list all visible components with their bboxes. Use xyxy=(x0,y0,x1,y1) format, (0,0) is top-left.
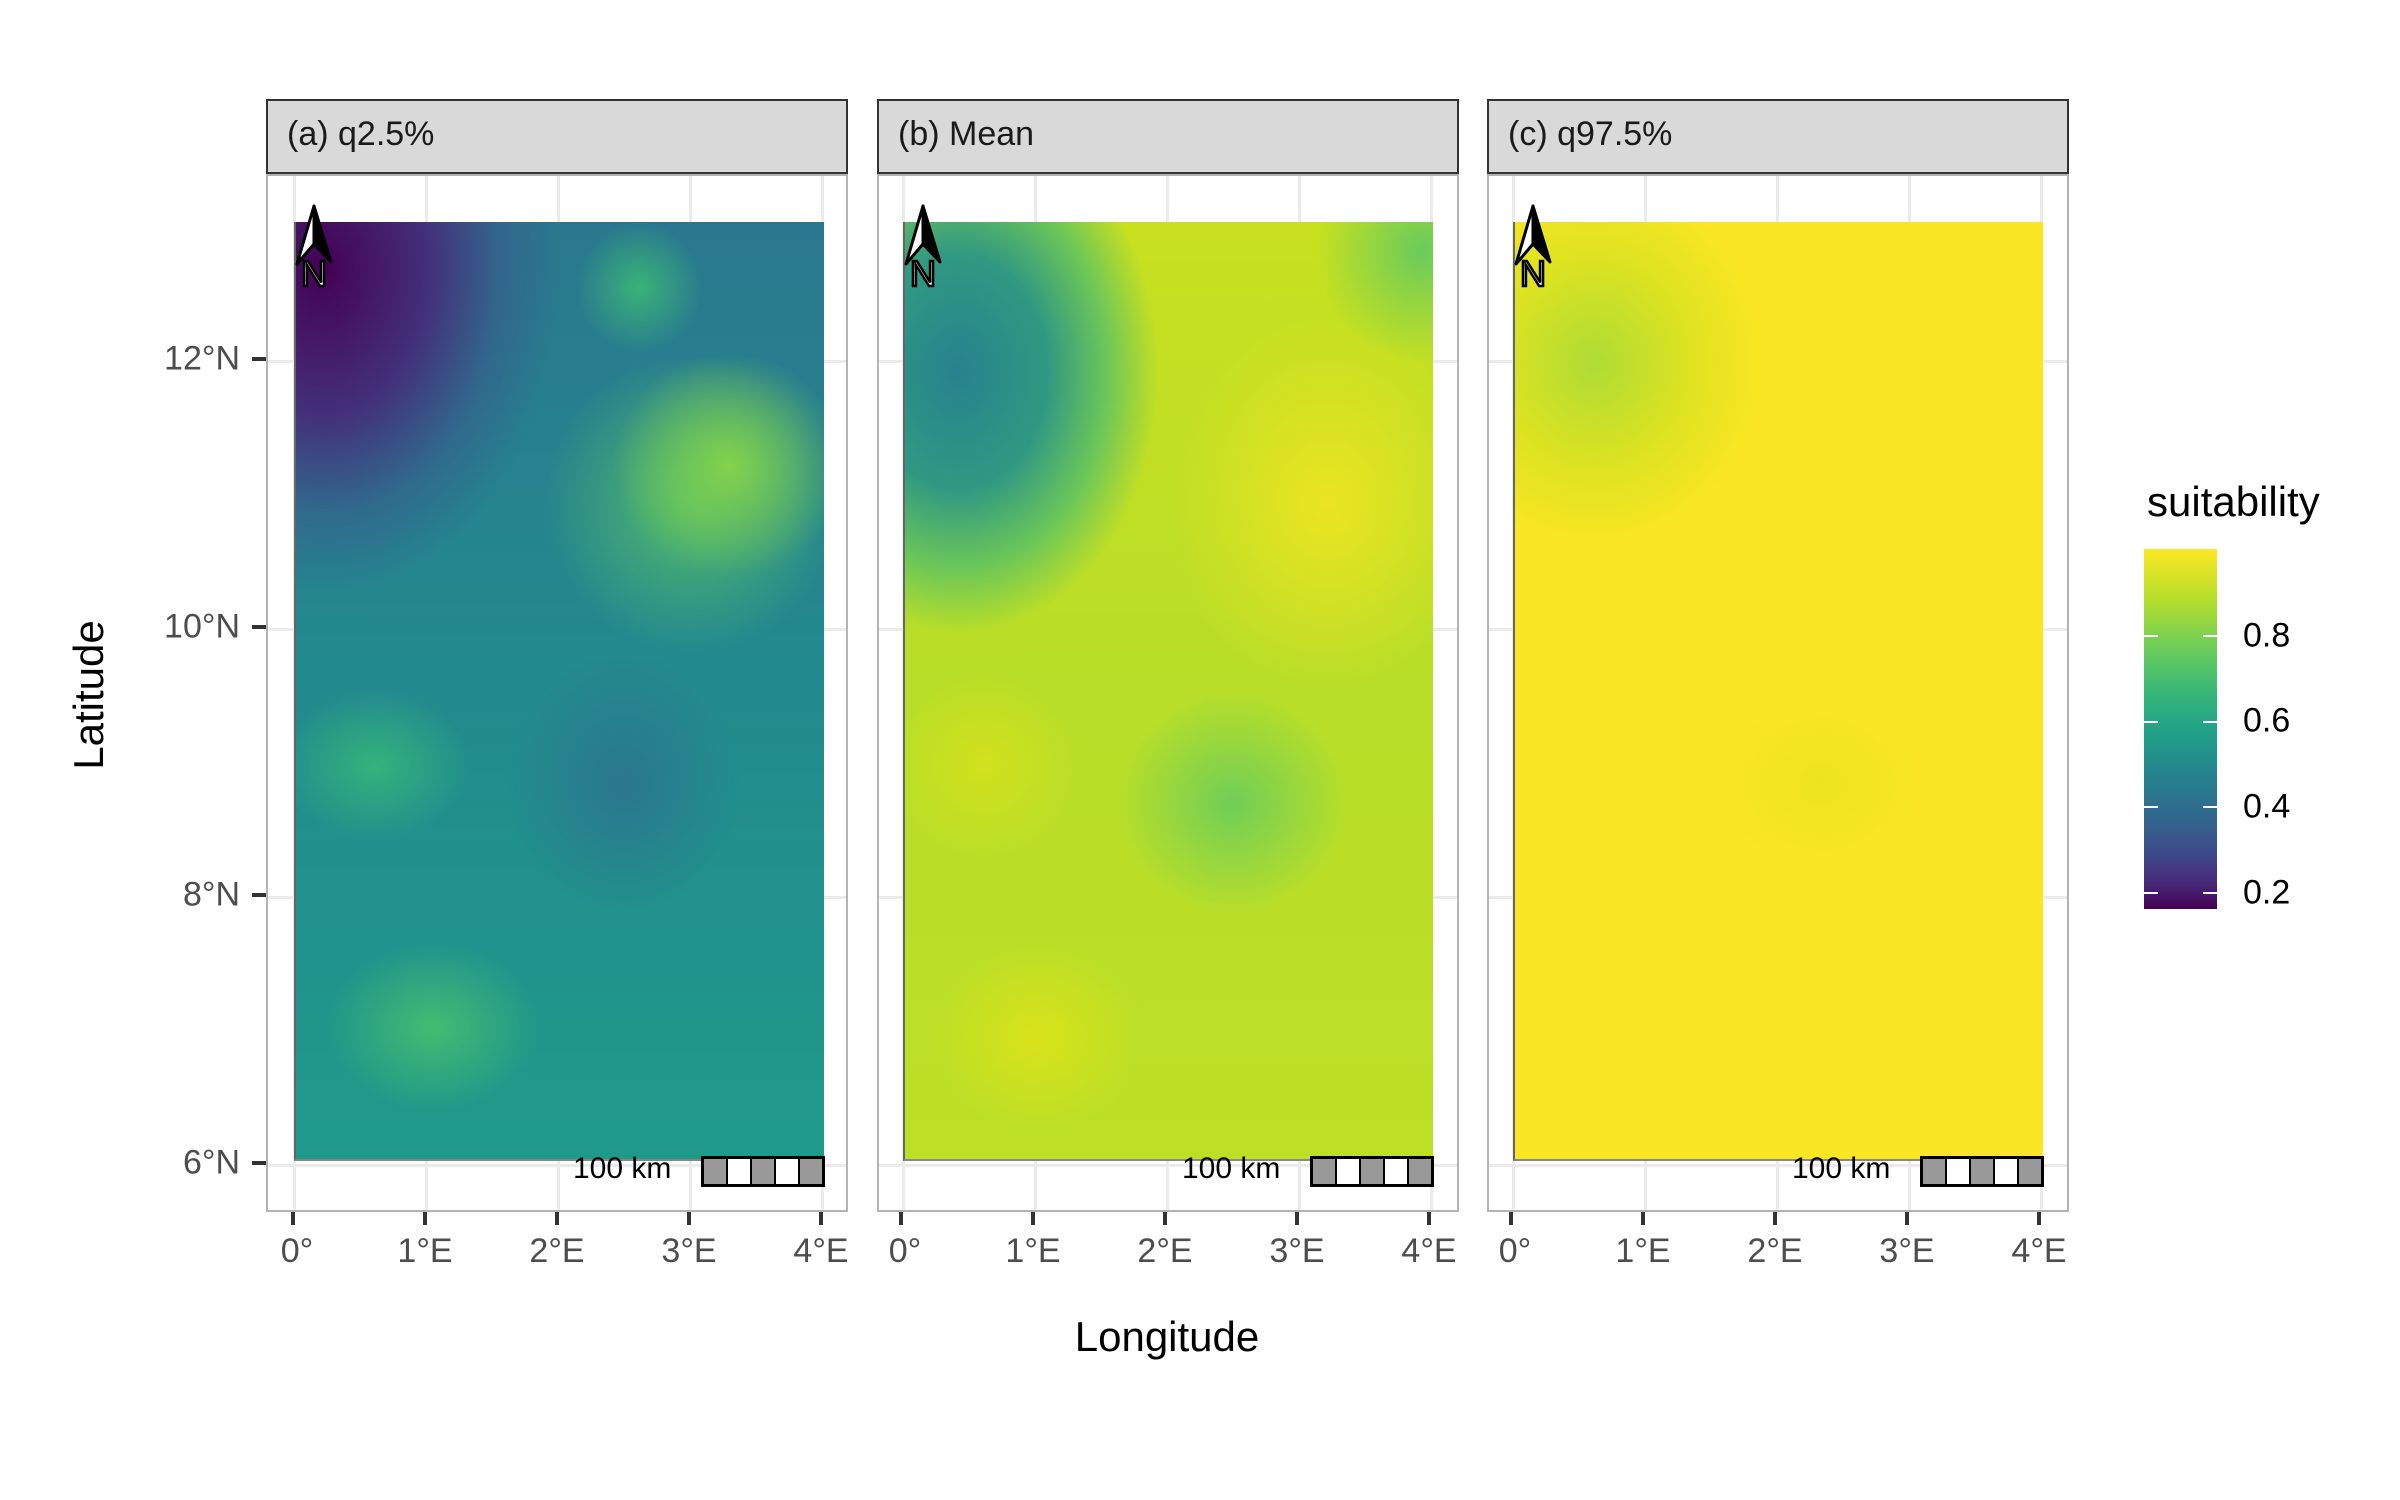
facet-label-a: (a) q2.5% xyxy=(287,115,435,153)
scale-bar-label: 100 km xyxy=(1182,1152,1281,1185)
y-tick-label-10n: 10°N xyxy=(164,607,240,646)
svg-text:N: N xyxy=(1520,253,1546,288)
legend-tick-label-0-6: 0.6 xyxy=(2243,701,2291,740)
x-tick-label: 1°E xyxy=(1615,1232,1671,1270)
colorbar-tick xyxy=(2203,892,2217,894)
x-tick-label: 4°E xyxy=(1401,1232,1457,1270)
svg-text:N: N xyxy=(301,253,327,288)
north-arrow-icon: N xyxy=(295,204,333,288)
suitability-raster-q97-5 xyxy=(1513,222,2043,1161)
x-tick-label: 2°E xyxy=(529,1232,585,1270)
x-tick-label: 3°E xyxy=(1269,1232,1325,1270)
map-panel-c: N 100 km xyxy=(1487,174,2069,1212)
facet-strip-b: (b) Mean xyxy=(877,99,1459,174)
x-tick-label: 0° xyxy=(280,1232,314,1270)
north-arrow-icon: N xyxy=(1514,204,1552,288)
gridline xyxy=(1489,1164,2067,1167)
suitability-raster-mean xyxy=(903,222,1433,1161)
suitability-raster-q2-5 xyxy=(294,222,824,1161)
colorbar-tick xyxy=(2144,635,2158,637)
gridline xyxy=(268,1164,846,1167)
colorbar-tick xyxy=(2203,806,2217,808)
colorbar-tick xyxy=(2144,806,2158,808)
x-tick xyxy=(687,1212,691,1225)
facet-label-b: (b) Mean xyxy=(898,115,1035,153)
scale-bar xyxy=(1310,1156,1434,1187)
legend-tick-label-0-8: 0.8 xyxy=(2243,616,2291,655)
x-tick-label: 1°E xyxy=(397,1232,453,1270)
x-tick xyxy=(291,1212,295,1225)
y-tick-label-8n: 8°N xyxy=(182,875,240,914)
map-panel-a: N 100 km xyxy=(266,174,848,1212)
facet-strip-a: (a) q2.5% xyxy=(266,99,848,174)
x-tick xyxy=(1031,1212,1035,1225)
scale-bar xyxy=(1920,1156,2044,1187)
north-arrow-icon: N xyxy=(904,204,942,288)
legend-title: suitability xyxy=(2147,478,2320,525)
y-tick-10n xyxy=(252,625,266,629)
x-tick-label: 2°E xyxy=(1747,1232,1803,1270)
x-tick-label: 3°E xyxy=(1879,1232,1935,1270)
y-tick-8n xyxy=(252,893,266,897)
scale-bar-label: 100 km xyxy=(1792,1152,1891,1185)
legend-colorbar xyxy=(2144,549,2217,909)
x-tick xyxy=(1509,1212,1513,1225)
facet-label-c: (c) q97.5% xyxy=(1508,115,1673,153)
x-tick xyxy=(423,1212,427,1225)
x-tick xyxy=(555,1212,559,1225)
gridline xyxy=(879,1164,1457,1167)
y-tick-12n xyxy=(252,357,266,361)
scale-bar-label: 100 km xyxy=(573,1152,672,1185)
x-tick-label: 3°E xyxy=(661,1232,717,1270)
x-tick-label: 0° xyxy=(1498,1232,1532,1270)
y-axis-title: Latitude xyxy=(65,620,112,770)
scale-bar xyxy=(701,1156,825,1187)
x-tick-label: 4°E xyxy=(2011,1232,2067,1270)
map-panel-b: N 100 km xyxy=(877,174,1459,1212)
svg-text:N: N xyxy=(910,253,936,288)
x-tick-label: 2°E xyxy=(1137,1232,1193,1270)
x-tick xyxy=(2037,1212,2041,1225)
x-tick xyxy=(819,1212,823,1225)
x-tick-label: 0° xyxy=(888,1232,922,1270)
colorbar-tick xyxy=(2144,721,2158,723)
x-tick-label: 4°E xyxy=(793,1232,849,1270)
x-tick-label: 1°E xyxy=(1005,1232,1061,1270)
facet-strip-c: (c) q97.5% xyxy=(1487,99,2069,174)
x-tick xyxy=(1773,1212,1777,1225)
legend-tick-label-0-4: 0.4 xyxy=(2243,787,2291,826)
x-axis-title: Longitude xyxy=(1074,1313,1260,1360)
x-tick xyxy=(1905,1212,1909,1225)
x-tick xyxy=(1427,1212,1431,1225)
y-tick-6n xyxy=(252,1161,266,1165)
x-tick xyxy=(1641,1212,1645,1225)
y-tick-label-12n: 12°N xyxy=(164,339,240,378)
y-tick-label-6n: 6°N xyxy=(182,1143,240,1182)
legend-tick-label-0-2: 0.2 xyxy=(2243,873,2291,912)
colorbar-tick xyxy=(2203,635,2217,637)
colorbar-tick xyxy=(2144,892,2158,894)
colorbar-tick xyxy=(2203,721,2217,723)
x-tick xyxy=(899,1212,903,1225)
x-tick xyxy=(1163,1212,1167,1225)
x-tick xyxy=(1295,1212,1299,1225)
